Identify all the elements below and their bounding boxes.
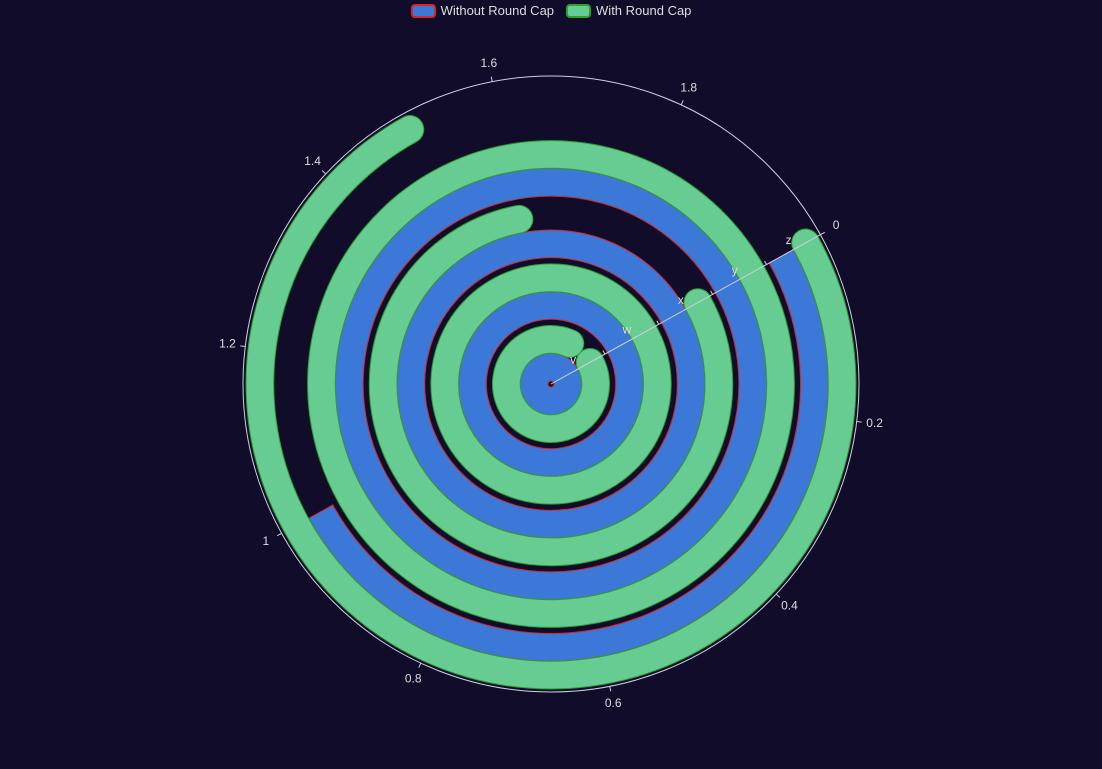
bar-with-round-cap-z (245, 115, 857, 690)
angle-tick-label: 1 (263, 534, 270, 548)
angle-tick-label: 1.2 (219, 336, 236, 350)
angle-tick-label: 0.8 (405, 672, 422, 686)
radius-tick (764, 260, 767, 265)
angle-tick-label: 0.4 (781, 599, 798, 613)
angle-axis-line (242, 75, 860, 693)
radius-axis-line (550, 234, 821, 385)
angle-tick (321, 170, 327, 175)
radius-tick (818, 230, 821, 235)
angle-tick (418, 662, 422, 668)
legend-item-with-round-cap[interactable]: With Round Cap (566, 3, 691, 18)
bar-with-round-cap-w (430, 263, 672, 505)
angle-tick (775, 593, 781, 598)
radius-tick-label: w (622, 323, 632, 337)
legend-label: With Round Cap (596, 3, 692, 18)
angle-tick-label: 0.2 (866, 416, 883, 430)
legend-item-without-round-cap[interactable]: Without Round Cap (410, 3, 555, 18)
angle-tick-label: 0 (833, 218, 840, 232)
legend: Without Round Cap With Round Cap (0, 3, 1102, 18)
radius-tick (656, 320, 660, 325)
angle-tick (240, 345, 246, 347)
angle-tick (609, 686, 612, 692)
radius-tick-label: z (786, 233, 792, 247)
axis-layer: 0 0.2 0.4 0.6 0.8 1 1.2 1.4 1.6 1.8 v w x y z (219, 56, 883, 710)
legend-label: Without Round Cap (440, 3, 555, 18)
legend-swatch-blue (410, 3, 436, 18)
angle-tick (680, 100, 684, 106)
legend-swatch-green (566, 3, 592, 18)
bar-with-round-cap-v (492, 324, 610, 444)
angle-tick (490, 76, 493, 82)
angle-tick (856, 421, 862, 423)
bar-with-round-cap-y (307, 139, 795, 629)
radius-tick-label: v (570, 352, 576, 366)
angle-tick (820, 231, 825, 236)
bar-with-round-cap-x (368, 204, 734, 567)
angle-tick-label: 1.6 (480, 56, 497, 70)
angle-tick-label: 1.4 (304, 154, 321, 168)
radius-tick (602, 350, 606, 355)
radius-tick (710, 290, 714, 295)
series-layer (245, 115, 857, 690)
angle-tick (277, 532, 282, 537)
radius-tick-label: y (732, 263, 738, 277)
angle-tick-label: 1.8 (680, 81, 697, 95)
radius-tick-label: x (678, 293, 684, 307)
angle-tick-label: 0.6 (605, 696, 622, 710)
